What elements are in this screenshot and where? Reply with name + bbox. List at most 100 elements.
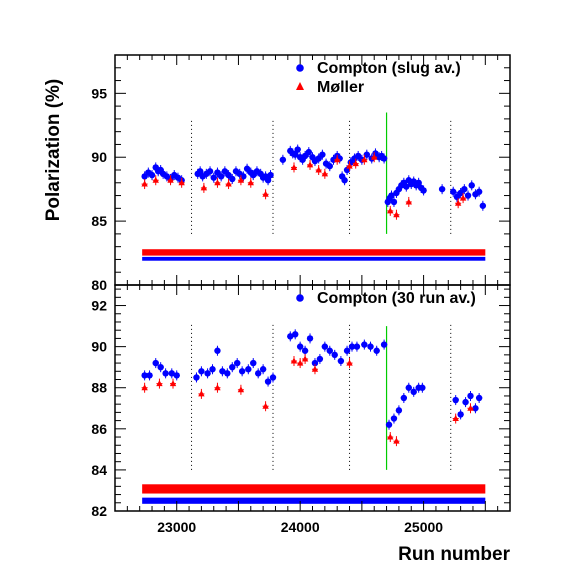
data-point <box>461 186 467 192</box>
data-point <box>306 149 312 155</box>
data-point <box>480 203 486 209</box>
data-point <box>327 348 333 354</box>
data-point <box>245 366 251 372</box>
data-point <box>322 343 328 349</box>
data-point <box>211 174 217 180</box>
data-point <box>214 348 220 354</box>
data-point <box>391 199 397 205</box>
data-point <box>469 182 475 188</box>
data-point <box>332 352 338 358</box>
band-0 <box>142 484 485 493</box>
data-point <box>462 399 468 405</box>
band-1 <box>142 257 485 261</box>
data-point <box>419 385 425 391</box>
data-point <box>297 343 303 349</box>
y-tick-label: 92 <box>91 298 107 314</box>
series-m-ller <box>141 354 473 446</box>
data-point <box>174 372 180 378</box>
data-point <box>420 187 426 193</box>
data-point <box>396 407 402 413</box>
y-tick-label: 86 <box>91 421 107 437</box>
data-point <box>344 348 350 354</box>
data-point <box>381 341 387 347</box>
data-point <box>391 415 397 421</box>
data-point <box>361 341 367 347</box>
data-point <box>267 172 273 178</box>
data-point <box>153 360 159 366</box>
data-point <box>146 372 152 378</box>
data-point <box>373 348 379 354</box>
x-tick-label: 23000 <box>157 519 196 535</box>
data-point <box>411 389 417 395</box>
y-tick-label: 88 <box>91 380 107 396</box>
y-tick-label: 90 <box>91 149 107 165</box>
data-point <box>338 358 344 364</box>
data-point <box>270 374 276 380</box>
x-tick-label: 24000 <box>281 519 320 535</box>
band-1 <box>142 498 485 504</box>
legend-label: Compton (30 run av.) <box>317 290 476 307</box>
data-point <box>317 356 323 362</box>
data-point <box>307 335 313 341</box>
data-point <box>386 422 392 428</box>
data-point <box>234 360 240 366</box>
band-0 <box>142 249 485 255</box>
data-point <box>229 176 235 182</box>
data-point <box>229 364 235 370</box>
bottom-panel: 82 84 86 88 90 92 23000 24000 25000 Compton (30 r… <box>91 285 510 535</box>
data-point <box>476 189 482 195</box>
plot-frame <box>115 285 510 511</box>
y-tick-label: 84 <box>91 462 107 478</box>
top-panel: 80 85 90 95 Compton (slug av.) Møller <box>91 55 510 293</box>
data-point <box>207 168 213 174</box>
data-point <box>381 155 387 161</box>
data-point <box>209 366 215 372</box>
data-point <box>401 395 407 401</box>
legend-marker <box>296 294 304 302</box>
data-point <box>457 411 463 417</box>
series-compton-30-run-av- <box>141 329 482 429</box>
data-point <box>354 343 360 349</box>
legend-marker <box>296 82 304 90</box>
data-point <box>450 189 456 195</box>
data-point <box>280 157 286 163</box>
data-point <box>149 172 155 178</box>
data-point <box>452 397 458 403</box>
data-point <box>319 151 325 157</box>
data-point <box>193 374 199 380</box>
y-tick-label: 95 <box>91 85 107 101</box>
data-point <box>260 366 266 372</box>
data-point <box>198 368 204 374</box>
data-point <box>467 393 473 399</box>
y-tick-label: 85 <box>91 213 107 229</box>
data-point <box>439 186 445 192</box>
data-point <box>162 370 168 376</box>
data-point <box>367 343 373 349</box>
y-tick-label: 82 <box>91 503 107 519</box>
data-point <box>294 146 300 152</box>
y-axis-title: Polarization (%) <box>43 79 64 222</box>
series-compton-slug-av- <box>141 145 486 211</box>
x-tick-label: 25000 <box>404 519 443 535</box>
data-point <box>218 173 224 179</box>
x-axis-title: Run number <box>398 544 510 565</box>
data-point <box>224 370 230 376</box>
data-point <box>255 370 261 376</box>
y-tick-label: 90 <box>91 339 107 355</box>
data-point <box>265 378 271 384</box>
data-point <box>292 331 298 337</box>
data-point <box>239 368 245 374</box>
data-point <box>341 177 347 183</box>
data-point <box>250 360 256 366</box>
data-point <box>204 370 210 376</box>
data-point <box>157 364 163 370</box>
legend-label: Møller <box>317 79 364 96</box>
legend-marker <box>296 64 304 72</box>
data-point <box>302 348 308 354</box>
data-point <box>476 395 482 401</box>
data-point <box>406 385 412 391</box>
data-point <box>327 163 333 169</box>
legend-label: Compton (slug av.) <box>317 60 461 77</box>
y-tick-label: 80 <box>91 277 107 293</box>
